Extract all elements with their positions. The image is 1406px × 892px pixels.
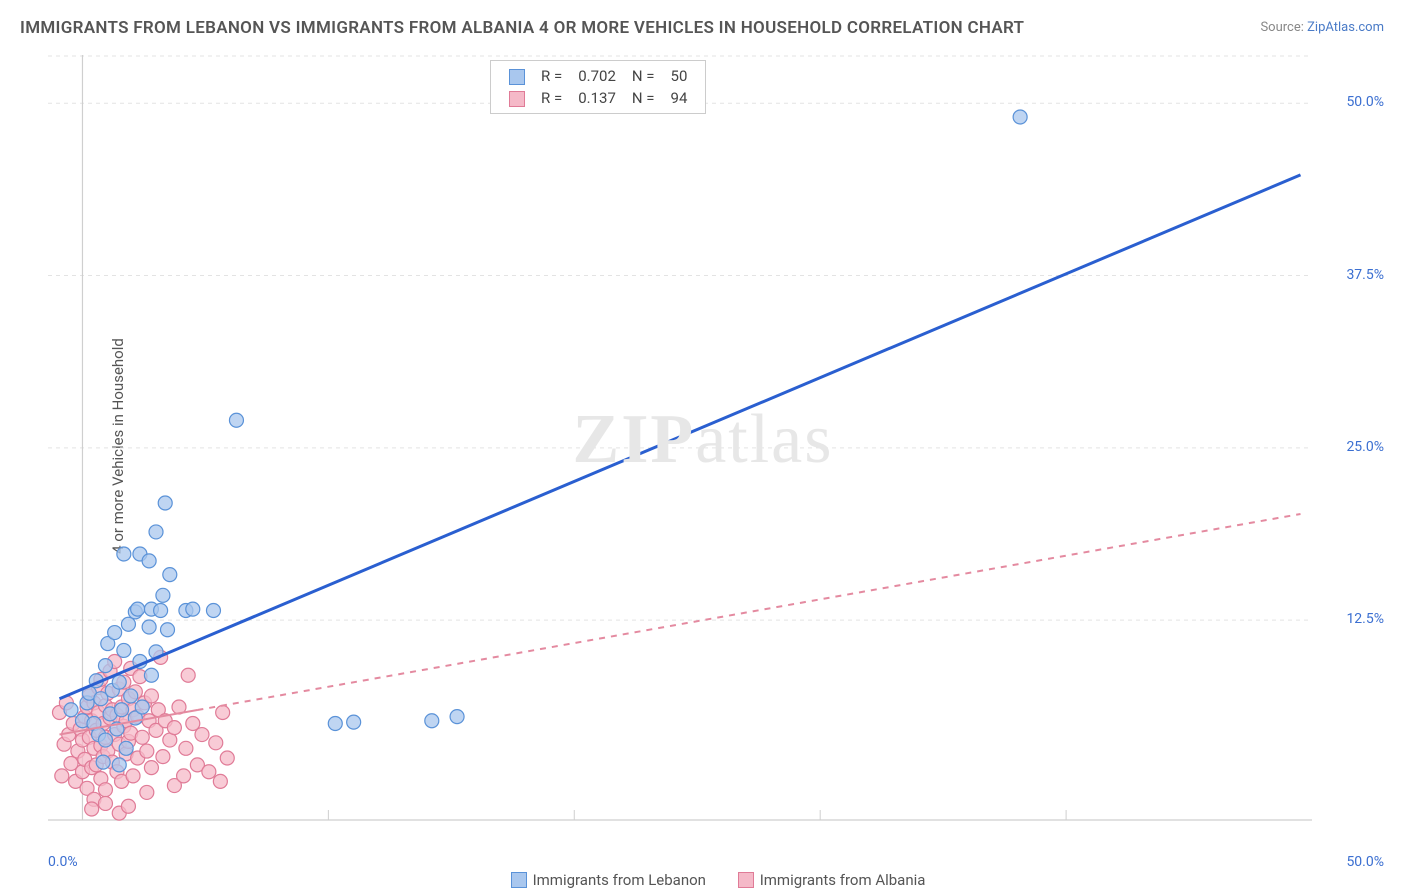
source-attribution: Source: ZipAtlas.com — [1260, 20, 1384, 35]
legend-label: Immigrants from Lebanon — [533, 871, 706, 889]
legend-item-lebanon: Immigrants from Lebanon — [511, 871, 706, 889]
swatch-lebanon-bottom — [511, 872, 527, 888]
y-axis-tick-label: 25.0% — [1346, 439, 1384, 455]
x-axis-min-label: 0.0% — [48, 854, 78, 870]
source-label: Source: — [1260, 20, 1303, 35]
x-axis-max-label: 50.0% — [1346, 854, 1384, 870]
chart-title: IMMIGRANTS FROM LEBANON VS IMMIGRANTS FR… — [20, 18, 1024, 38]
correlation-legend: R = 0.702 N = 50 R = 0.137 N = 94 — [490, 60, 706, 114]
source-link[interactable]: ZipAtlas.com — [1307, 20, 1384, 35]
swatch-albania — [509, 91, 525, 107]
swatch-albania-bottom — [738, 872, 754, 888]
y-axis-tick-label: 50.0% — [1346, 94, 1384, 110]
legend-label: Immigrants from Albania — [760, 871, 926, 889]
scatter-chart-svg — [48, 55, 1388, 855]
legend-row-lebanon: R = 0.702 N = 50 — [501, 65, 695, 87]
chart-plot-area — [48, 55, 1388, 855]
legend-row-albania: R = 0.137 N = 94 — [501, 87, 695, 109]
y-axis-tick-label: 12.5% — [1346, 611, 1384, 627]
series-legend: Immigrants from Lebanon Immigrants from … — [48, 871, 1388, 892]
y-axis-tick-label: 37.5% — [1346, 267, 1384, 283]
legend-item-albania: Immigrants from Albania — [738, 871, 926, 889]
swatch-lebanon — [509, 69, 525, 85]
